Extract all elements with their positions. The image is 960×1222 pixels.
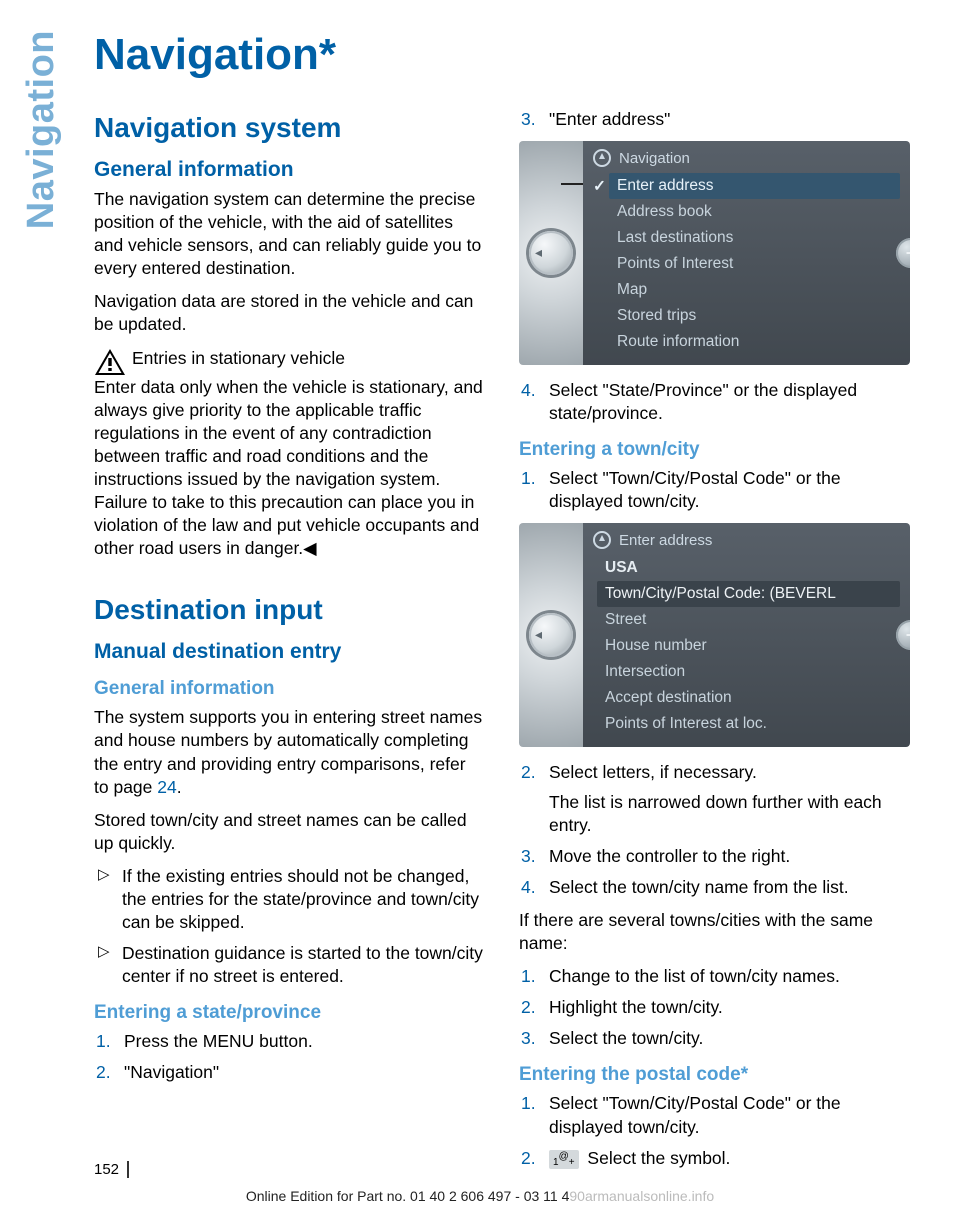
ui-pointer-line (561, 183, 583, 185)
ordered-list-same-name: Change to the list of town/city names. H… (519, 965, 910, 1050)
page-number: 152 (94, 1161, 129, 1178)
ui-header: Navigation (593, 147, 900, 173)
footer-watermark: 90armanualsonline.info (569, 1188, 714, 1204)
list-item: Highlight the town/city. (519, 996, 910, 1019)
symbol-sup: @ (559, 1151, 569, 1162)
warning-body: Enter data only when the vehicle is stat… (94, 377, 483, 559)
ui-controller-knob-area (519, 523, 583, 747)
heading-entering-town: Entering a town/city (519, 439, 910, 461)
bullet-list: If the existing entries should not be ch… (94, 865, 485, 988)
ui-header-title: Navigation (619, 150, 690, 167)
heading-entering-postal-code: Entering the postal code* (519, 1064, 910, 1086)
ordered-list-state: Press the MENU button. "Navigation" (94, 1030, 485, 1084)
text: Select letters, if necessary. (549, 762, 757, 782)
text: Select the symbol. (583, 1148, 731, 1168)
ui-menu-item: House number (597, 633, 900, 659)
list-item: Select the town/city name from the list. (519, 876, 910, 899)
list-item: Select "State/Province" or the displayed… (519, 379, 910, 425)
warning-block: Entries in stationary vehicle Enter data… (94, 347, 485, 561)
paragraph: The system supports you in entering stre… (94, 706, 485, 798)
list-item: Press the MENU button. (94, 1030, 485, 1053)
paragraph: Stored town/city and street names can be… (94, 809, 485, 855)
two-column-layout: Navigation system General information Th… (94, 104, 910, 1180)
list-item: Move the controller to the right. (519, 845, 910, 868)
ui-controller-knob-area (519, 141, 583, 365)
list-item: Select "Town/City/Postal Code" or the di… (519, 467, 910, 513)
ui-menu-item: Map (609, 277, 900, 303)
list-item: Select the town/city. (519, 1027, 910, 1050)
heading-manual-destination-entry: Manual destination entry (94, 640, 485, 664)
heading-general-information-2: General information (94, 678, 485, 700)
compass-icon (593, 531, 611, 549)
paragraph: Navigation data are stored in the vehicl… (94, 290, 485, 336)
ui-menu-item-selected: Town/City/Postal Code: (BEVERL (597, 581, 900, 607)
paragraph: If there are several towns/cities with t… (519, 909, 910, 955)
list-item: Select "Town/City/Postal Code" or the di… (519, 1092, 910, 1138)
list-item: Change to the list of town/city names. (519, 965, 910, 988)
page-ref-link[interactable]: 24 (157, 777, 176, 797)
symbol-pill: 1@+ (549, 1150, 579, 1169)
ordered-list-town-cont: Select letters, if necessary. The list i… (519, 761, 910, 898)
ui-menu-item: Accept destination (597, 685, 900, 711)
ui-menu-list: USA Town/City/Postal Code: (BEVERL Stree… (597, 555, 900, 737)
right-column: "Enter address" Navigation Enter address… (519, 104, 910, 1180)
list-item: Select letters, if necessary. The list i… (519, 761, 910, 836)
ui-menu-item: USA (597, 555, 900, 581)
side-tab-label: Navigation (20, 30, 63, 229)
footer-text: Online Edition for Part no. 01 40 2 606 … (0, 1188, 960, 1204)
ui-menu-item: Last destinations (609, 225, 900, 251)
symbol-sub: + (569, 1157, 575, 1168)
section-navigation-system: Navigation system (94, 112, 485, 144)
ui-menu-item: Address book (609, 199, 900, 225)
list-item: Destination guidance is started to the t… (94, 942, 485, 988)
text: The list is narrowed down further with e… (549, 792, 882, 835)
heading-entering-state: Entering a state/province (94, 1002, 485, 1024)
ui-screenshot-enter-address: Enter address USA Town/City/Postal Code:… (519, 523, 910, 747)
warning-title: Entries in stationary vehicle (132, 348, 345, 368)
ui-menu-item: Intersection (597, 659, 900, 685)
ui-screenshot-navigation-menu: Navigation Enter address Address book La… (519, 141, 910, 365)
paragraph: The navigation system can determine the … (94, 188, 485, 280)
warning-icon (94, 348, 126, 376)
heading-general-information: General information (94, 158, 485, 182)
ui-menu-item: Route information (609, 329, 900, 355)
list-item: "Navigation" (94, 1061, 485, 1084)
section-destination-input: Destination input (94, 594, 485, 626)
ui-menu-item-selected: Enter address (609, 173, 900, 199)
ui-menu-item: Points of Interest at loc. (597, 711, 900, 737)
page: Navigation Navigation* Navigation system… (0, 0, 960, 1222)
list-item: If the existing entries should not be ch… (94, 865, 485, 934)
ui-menu-panel: Navigation Enter address Address book La… (583, 141, 910, 365)
ui-menu-list: Enter address Address book Last destinat… (609, 173, 900, 355)
ordered-list-state-cont: "Enter address" (519, 108, 910, 131)
ui-header-title: Enter address (619, 532, 712, 549)
ui-header: Enter address (593, 529, 900, 555)
ui-menu-item: Points of Interest (609, 251, 900, 277)
text: . (177, 777, 182, 797)
text: The system supports you in entering stre… (94, 707, 482, 796)
ordered-list-town: Select "Town/City/Postal Code" or the di… (519, 467, 910, 513)
list-item: "Enter address" (519, 108, 910, 131)
list-item: 1@+ Select the symbol. (519, 1147, 910, 1170)
compass-icon (593, 149, 611, 167)
footer-main: Online Edition for Part no. 01 40 2 606 … (246, 1188, 570, 1204)
ui-menu-item: Stored trips (609, 303, 900, 329)
left-column: Navigation system General information Th… (94, 104, 485, 1180)
ordered-list-postal: Select "Town/City/Postal Code" or the di… (519, 1092, 910, 1169)
controller-knob-icon (529, 231, 573, 275)
ui-menu-panel: Enter address USA Town/City/Postal Code:… (583, 523, 910, 747)
ui-menu-item: Street (597, 607, 900, 633)
ordered-list-state-cont2: Select "State/Province" or the displayed… (519, 379, 910, 425)
controller-knob-icon (529, 613, 573, 657)
page-title: Navigation* (94, 30, 910, 80)
